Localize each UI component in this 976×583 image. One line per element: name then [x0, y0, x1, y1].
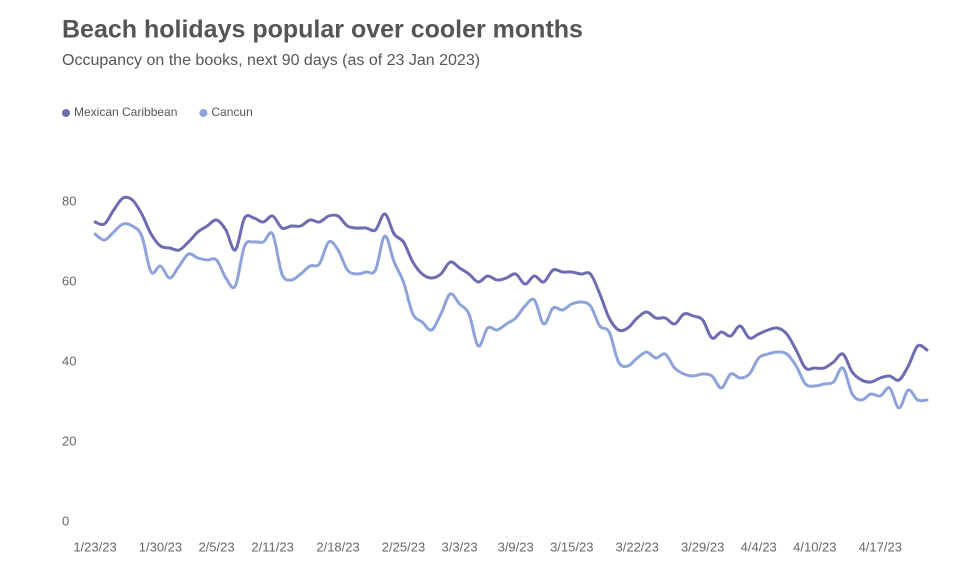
legend-marker: [62, 109, 70, 117]
x-tick-label: 3/3/23: [442, 539, 478, 554]
x-tick-label: 2/5/23: [198, 539, 234, 554]
chart-title: Beach holidays popular over cooler month…: [62, 16, 583, 44]
x-tick-label: 4/17/23: [859, 539, 902, 554]
x-tick-label: 4/4/23: [741, 539, 777, 554]
y-tick-label: 0: [62, 513, 69, 528]
x-tick-label: 2/25/23: [382, 539, 425, 554]
series-line: [93, 222, 929, 410]
y-tick-label: 20: [62, 433, 76, 448]
x-tick-label: 2/18/23: [316, 539, 359, 554]
series-line: [93, 195, 929, 384]
x-tick-label: 3/29/23: [681, 539, 724, 554]
legend-label: Cancun: [211, 105, 252, 119]
x-tick-label: 3/15/23: [550, 539, 593, 554]
x-tick-label: 1/23/23: [73, 539, 116, 554]
legend-label: Mexican Caribbean: [74, 105, 177, 119]
y-tick-label: 80: [62, 193, 76, 208]
x-tick-label: 2/11/23: [251, 539, 293, 554]
x-tick-label: 3/22/23: [616, 539, 659, 554]
legend-marker: [199, 109, 208, 117]
y-tick-label: 40: [62, 353, 76, 368]
y-tick-label: 60: [62, 273, 76, 288]
chart-subtitle: Occupancy on the books, next 90 days (as…: [62, 52, 480, 69]
x-tick-label: 1/30/23: [139, 539, 182, 554]
x-tick-label: 4/10/23: [793, 539, 836, 554]
x-tick-label: 3/9/23: [498, 539, 534, 554]
